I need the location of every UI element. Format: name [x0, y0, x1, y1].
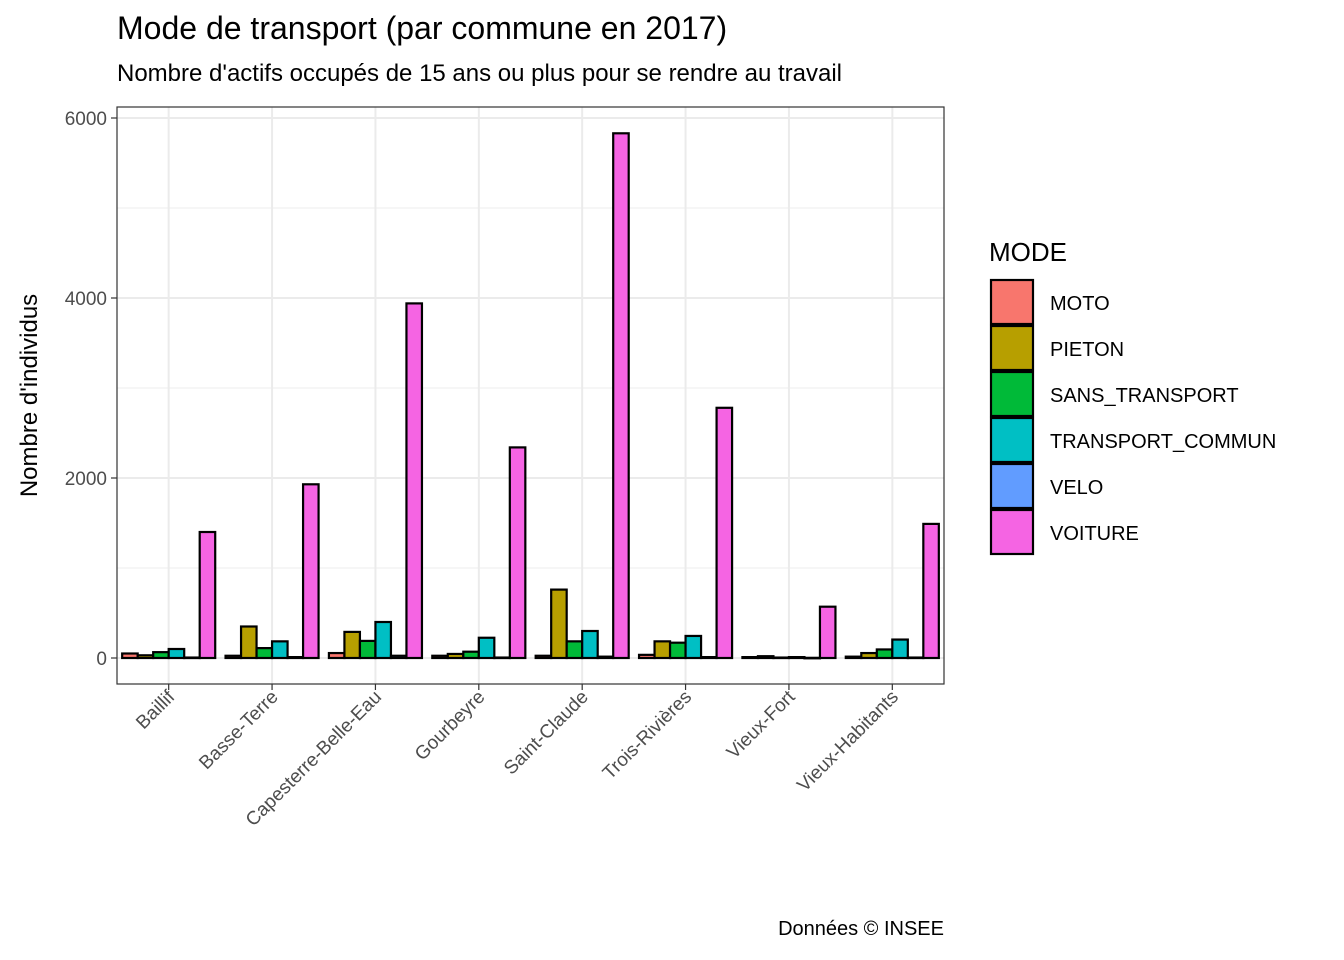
bar-pieton	[756, 655, 775, 660]
legend-label: SANS_TRANSPORT	[1050, 385, 1239, 407]
bar-velo	[596, 655, 615, 660]
bar-transport-commun	[374, 620, 393, 660]
y-tick-label: 4000	[65, 289, 107, 310]
bar-velo	[493, 656, 511, 660]
bar-transport-commun	[270, 640, 289, 660]
legend-key-sans-transport	[989, 370, 1035, 418]
grid	[117, 107, 944, 684]
x-tick-label: Trois-Rivières	[599, 687, 696, 784]
bar-moto	[534, 654, 553, 660]
bar-transport-commun	[684, 634, 703, 660]
legend-key-moto	[989, 278, 1035, 326]
bar-pieton	[136, 654, 155, 660]
bar-sans-transport	[668, 641, 687, 660]
bar-sans-transport	[462, 650, 480, 660]
legend: MODE MOTO PIETON SANS_TRANSPORT TRANSPORT_C…	[989, 237, 1276, 556]
legend-key-voiture	[989, 508, 1035, 556]
chart-subtitle: Nombre d'actifs occupés de 15 ans ou plu…	[117, 60, 842, 87]
bar-voiture	[715, 406, 734, 660]
bar-pieton	[550, 588, 568, 660]
bar-transport-commun	[581, 629, 599, 660]
bar-moto	[431, 654, 449, 660]
bar-pieton	[446, 652, 465, 660]
x-tick-label: Vieux-Fort	[723, 686, 800, 763]
bar-velo	[803, 656, 822, 660]
bar-transport-commun	[787, 655, 806, 660]
bar-pieton	[860, 651, 878, 660]
y-axis-title: Nombre d'individus	[16, 294, 43, 497]
legend-key-velo	[989, 462, 1035, 510]
bar-sans-transport	[358, 639, 377, 660]
bar-voiture	[922, 522, 940, 660]
bar-velo	[699, 655, 718, 660]
bar-moto	[637, 653, 656, 660]
bar-pieton	[239, 625, 258, 660]
bar-voiture	[818, 605, 837, 660]
bar-voiture	[405, 302, 424, 660]
bar-moto	[121, 652, 139, 660]
x-tick-label: Vieux-Habitants	[793, 687, 902, 796]
bar-moto	[224, 654, 243, 660]
legend-label: PIETON	[1050, 339, 1124, 361]
bar-sans-transport	[565, 640, 584, 660]
bar-pieton	[343, 630, 362, 660]
bar-moto	[327, 651, 346, 660]
legend-label: TRANSPORT_COMMUN	[1050, 431, 1276, 453]
x-tick-label: Saint-Claude	[500, 687, 593, 780]
bar-sans-transport	[255, 646, 274, 660]
bar-voiture	[612, 132, 630, 660]
y-tick-label: 2000	[65, 469, 107, 490]
legend-label: VOITURE	[1050, 523, 1139, 545]
y-tick-label: 6000	[65, 109, 107, 130]
chart-title: Mode de transport (par commune en 2017)	[117, 10, 728, 46]
bar-voiture	[508, 446, 527, 660]
caption: Données © INSEE	[778, 918, 944, 940]
x-tick-label: Gourbeyre	[411, 687, 489, 765]
bar-voiture	[198, 530, 217, 660]
x-tick-label: Baillif	[132, 686, 179, 733]
bar-transport-commun	[891, 638, 909, 660]
bar-velo	[183, 656, 201, 660]
y-tick-label: 0	[96, 649, 107, 670]
bar-transport-commun	[477, 636, 496, 660]
bar-velo	[286, 655, 305, 660]
bar-voiture	[301, 483, 320, 660]
x-tick-label: Basse-Terre	[195, 687, 282, 774]
legend-title: MODE	[989, 237, 1067, 267]
panel-border	[116, 106, 945, 685]
bar-moto	[844, 655, 863, 660]
bar-transport-commun	[167, 647, 186, 660]
bar-velo	[389, 654, 408, 660]
bar-sans-transport	[875, 648, 894, 660]
bar-sans-transport	[152, 651, 170, 660]
legend-key-pieton	[989, 324, 1035, 372]
legend-label: VELO	[1050, 477, 1103, 499]
y-axis: 0 2000 4000 6000	[65, 109, 117, 670]
legend-key-transport-commun	[989, 416, 1035, 464]
bar-moto	[741, 655, 760, 660]
bar-velo	[906, 656, 925, 660]
legend-label: MOTO	[1050, 293, 1110, 315]
bars	[121, 132, 940, 660]
bar-pieton	[653, 640, 672, 660]
bar-sans-transport	[772, 656, 791, 660]
